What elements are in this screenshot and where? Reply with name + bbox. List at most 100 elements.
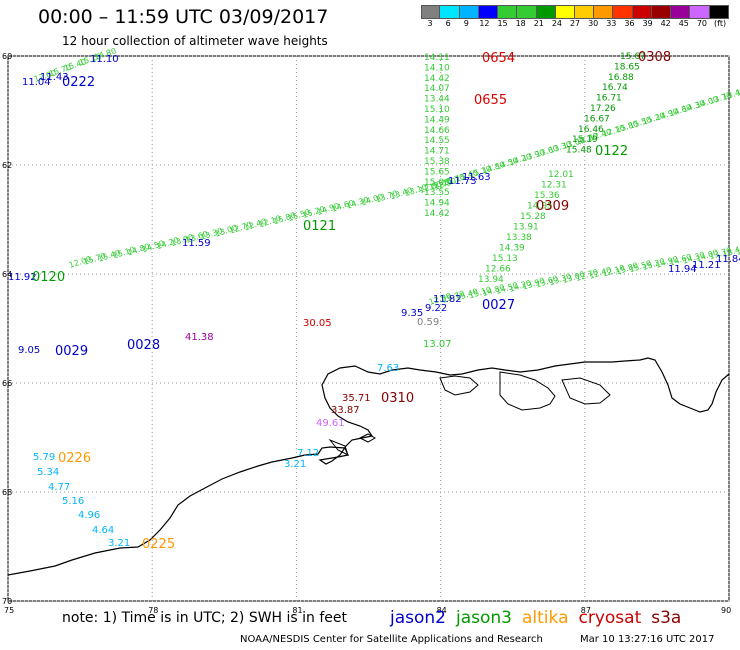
track-0308-value: 16.71: [596, 94, 622, 104]
scale-label: 42: [660, 19, 671, 28]
pass-time-label: 0027: [482, 298, 515, 313]
track-0654-value: 14.07: [424, 84, 450, 94]
satellite-legend-cryosat: cryosat: [578, 608, 642, 628]
track-0308-value: 15.19: [572, 135, 598, 145]
wave-height-reading: 5.79: [33, 452, 55, 463]
track-0654-value: 14.71: [424, 147, 450, 157]
scale-label: 12: [479, 19, 490, 28]
coastline: [7, 357, 730, 576]
wave-height-reading: 4.64: [92, 525, 114, 536]
track-0308-value: 16.88: [608, 73, 634, 83]
wave-height-reading: 11.04: [22, 77, 51, 88]
track-0308-value: 15.67: [620, 52, 646, 62]
scale-label: 70: [696, 19, 708, 28]
track-0309-value: 15.36: [534, 191, 560, 201]
track-0654-value: 14.42: [424, 74, 450, 84]
latitude-label: 68: [2, 488, 12, 497]
track-0309-value: 12.66: [485, 265, 511, 275]
latitude-label: 66: [2, 379, 12, 388]
scale-swatch: [536, 5, 556, 19]
track-0309-value: 14.39: [499, 244, 525, 254]
satellite-legend-jason3: jason3: [456, 608, 512, 628]
scale-swatch: [671, 5, 691, 19]
track-0654-value: 13.55: [424, 188, 450, 198]
track-sample-value: 13.10: [735, 241, 740, 257]
wave-height-reading: 11.73: [448, 176, 477, 187]
pass-time-label: 0028: [127, 338, 160, 353]
scale-swatch: [613, 5, 633, 19]
wave-height-reading: 41.38: [185, 332, 214, 343]
scale-label: 30: [588, 19, 599, 28]
track-0309-value: 13.94: [478, 275, 504, 285]
wave-height-reading: 11.63: [462, 172, 491, 183]
wave-height-reading: 11.59: [182, 238, 211, 249]
wave-height-reading: 49.61: [316, 418, 345, 429]
wave-height-reading: 35.71: [342, 393, 371, 404]
scale-swatch: [690, 5, 710, 19]
map-frame: [7, 55, 730, 602]
longitude-label: 75: [4, 606, 14, 615]
scale-swatch: [709, 5, 729, 19]
track-0654-value: 14.10: [424, 63, 450, 73]
wave-height-reading: 33.87: [331, 405, 360, 416]
pass-time-label: 0310: [381, 391, 414, 406]
scale-swatch: [517, 5, 537, 19]
wave-height-reading: 13.07: [423, 339, 452, 350]
wave-height-reading: 0.59: [417, 317, 439, 328]
wave-height-reading: 5.16: [62, 496, 84, 507]
scale-swatch: [440, 5, 460, 19]
scale-label: 45: [678, 19, 689, 28]
track-0308-value: 15.48: [566, 146, 592, 156]
map-title: 00:00 – 11:59 UTC 03/09/2017: [38, 6, 329, 28]
pass-time-label: 0309: [536, 199, 569, 214]
longitude-label: 81: [292, 606, 302, 615]
track-0309-value: 12.31: [541, 181, 567, 191]
footer-note: note: 1) Time is in UTC; 2) SWH is in fe…: [62, 610, 348, 626]
track-0308-value: 16.67: [584, 114, 610, 124]
map-subtitle: 12 hour collection of altimeter wave hei…: [62, 34, 328, 48]
longitude-label: 78: [148, 606, 158, 615]
scale-swatch: [459, 5, 479, 19]
track-0309-value: 13.38: [506, 233, 532, 243]
inland-shape: [439, 371, 611, 411]
wave-height-reading: 3.21: [108, 538, 130, 549]
pass-time-label: 0308: [638, 50, 671, 65]
pass-time-label: 0654: [482, 51, 515, 66]
scale-label: 3: [427, 19, 433, 28]
color-scale-swatches: [421, 5, 729, 19]
pass-time-label: 0029: [55, 344, 88, 359]
latitude-labels: 60 62 64 66 68 70: [2, 52, 12, 606]
track-0654-value: 14.49: [424, 115, 450, 125]
longitude-label: 90: [721, 606, 731, 615]
track-0654-value: 14.66: [424, 126, 450, 136]
track-0309-value: 12.01: [548, 170, 574, 180]
latitude-label: 62: [2, 161, 12, 170]
pass-time-label: 0121: [303, 219, 336, 234]
scale-swatch: [555, 5, 576, 19]
wave-height-reading: 4.77: [48, 482, 70, 493]
wave-height-color-scale: 3 6 9 12 15 18 21 24 27 30 33 36 39 42 45 70 (ft): [421, 5, 729, 28]
wave-height-reading: 9.05: [18, 345, 40, 356]
track-0654-value: 13.44: [424, 95, 450, 105]
wave-height-reading: 11.43: [40, 72, 69, 83]
wave-height-reading: 11.84: [716, 254, 740, 265]
wave-height-reading: 11.82: [433, 294, 462, 305]
wave-height-reading: 30.05: [303, 318, 332, 329]
track-0309-value: 15.13: [492, 254, 518, 264]
map-grid: [7, 55, 730, 602]
scale-swatch: [594, 5, 614, 19]
wave-height-reading: 7.63: [377, 363, 399, 374]
wave-height-reading: 9.35: [401, 308, 423, 319]
pass-time-label: 0225: [142, 537, 175, 552]
pass-time-label: 0655: [474, 93, 507, 108]
color-scale-labels: 3 6 9 12 15 18 21 24 27 30 33 36 39 42 45 70 (ft): [421, 19, 729, 28]
track-0308-value: 17.26: [590, 104, 616, 114]
wave-height-reading: 11.92: [8, 272, 37, 283]
scale-swatch: [575, 5, 595, 19]
track-0309-value: 14.95: [527, 202, 553, 212]
scale-label: 21: [533, 19, 544, 28]
track-0309-value: 13.91: [513, 223, 539, 233]
credit-line: NOAA/NESDIS Center for Satellite Applica…: [240, 634, 543, 645]
longitude-label: 87: [581, 606, 591, 615]
pass-time-label: 0120: [32, 270, 65, 285]
